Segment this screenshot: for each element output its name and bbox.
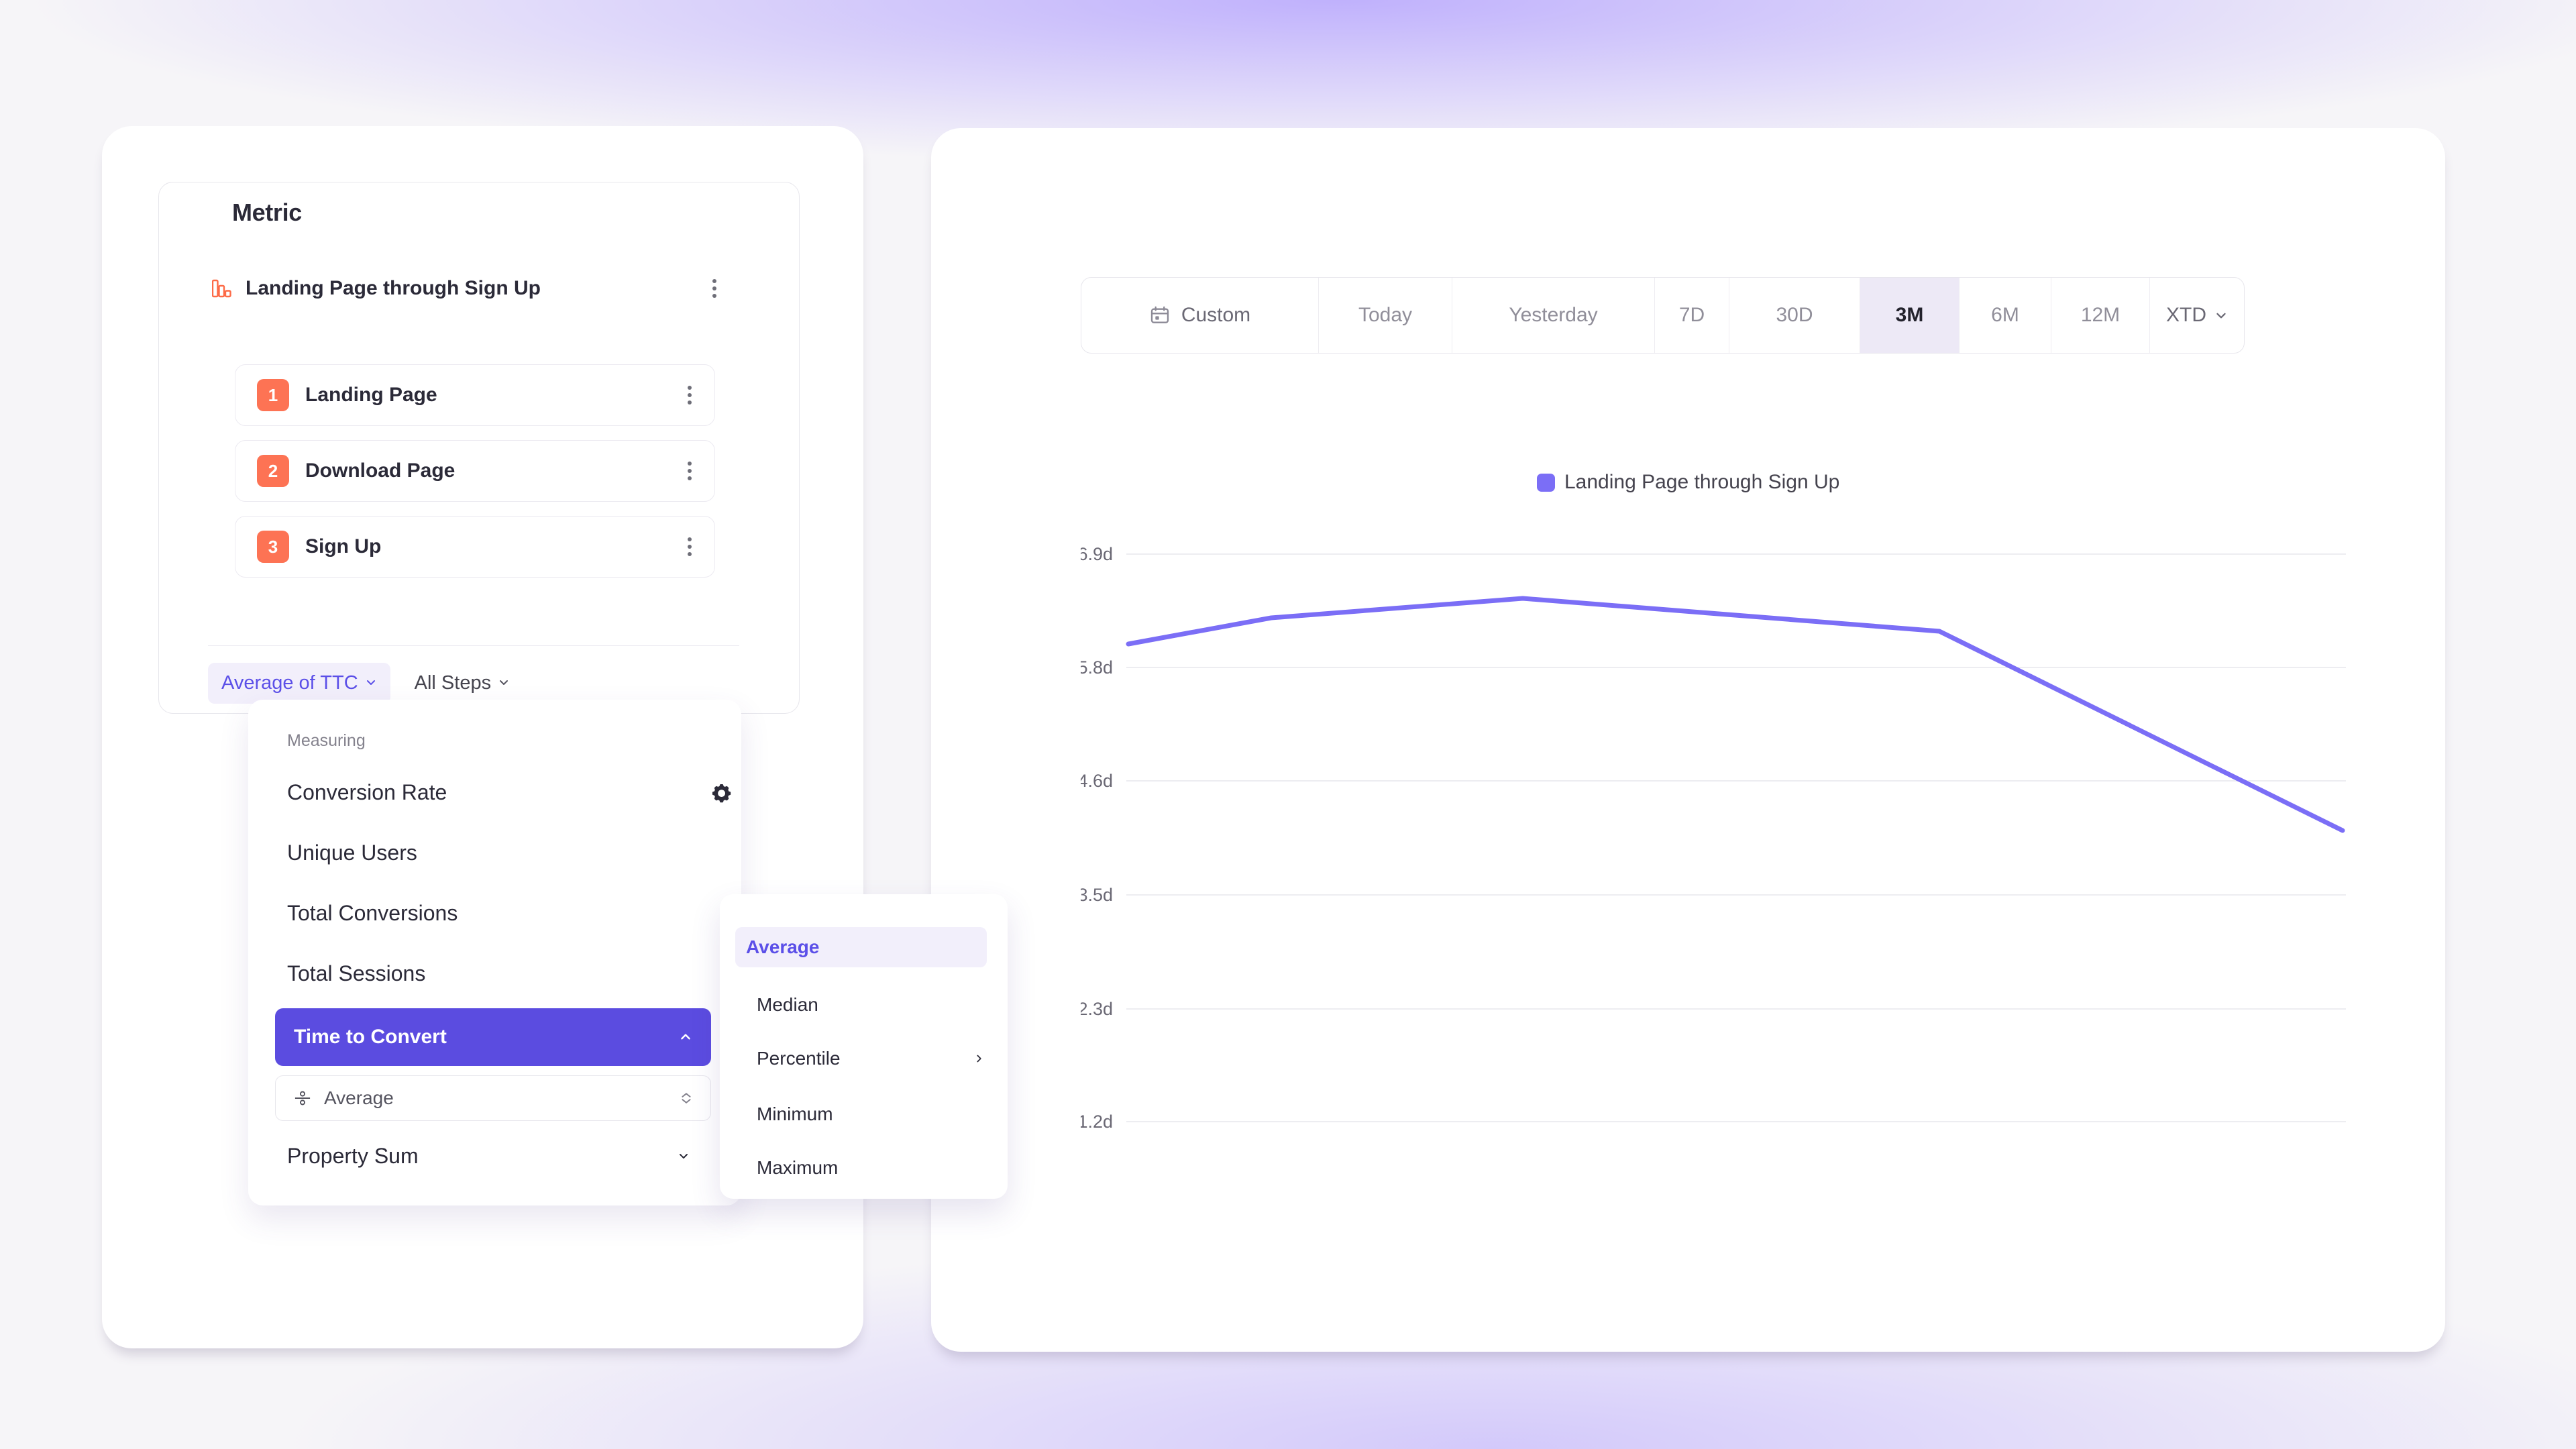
svg-text:4.6d: 4.6d	[1081, 771, 1113, 791]
svg-text:5.8d: 5.8d	[1081, 657, 1113, 678]
svg-text:2.3d: 2.3d	[1081, 999, 1113, 1019]
svg-text:3.5d: 3.5d	[1081, 885, 1113, 905]
svg-text:6.9d: 6.9d	[1081, 544, 1113, 564]
svg-text:1.2d: 1.2d	[1081, 1112, 1113, 1132]
